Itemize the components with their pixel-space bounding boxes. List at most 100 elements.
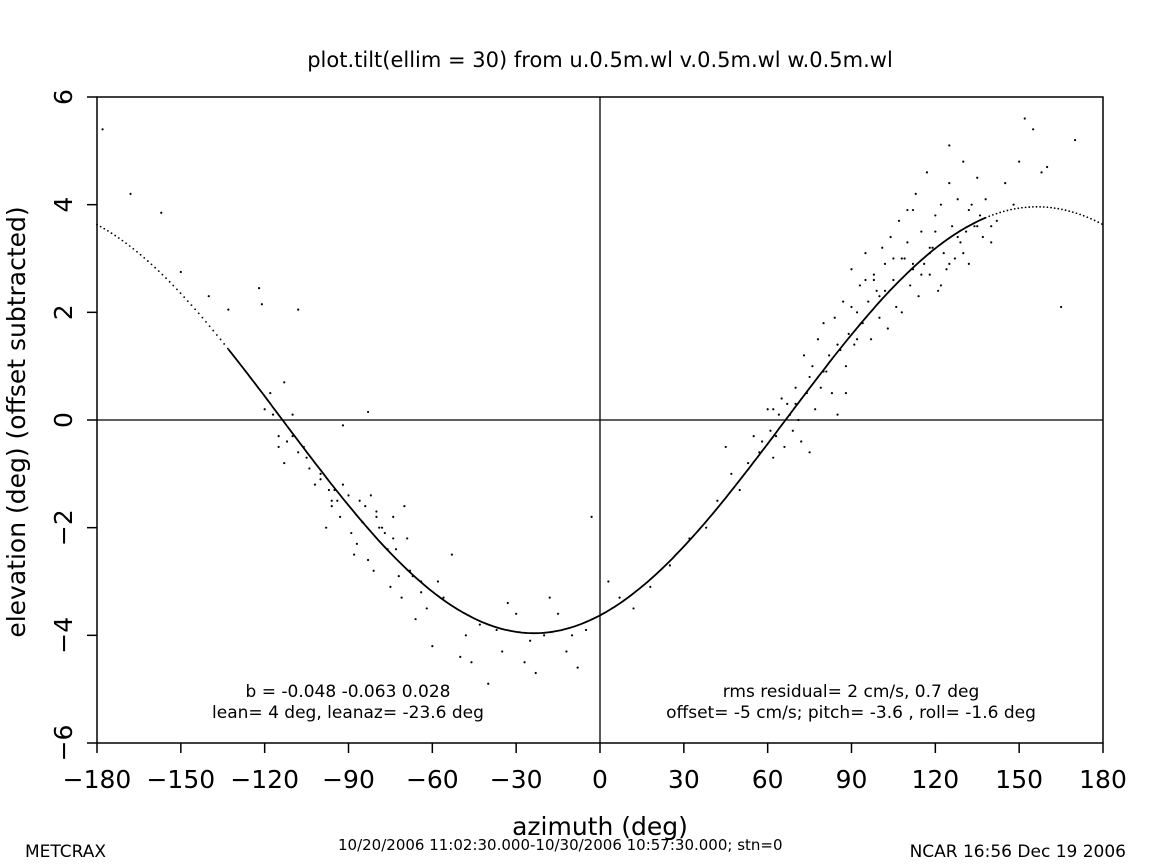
data-point xyxy=(956,235,959,239)
data-point xyxy=(752,435,755,438)
data-point xyxy=(844,391,848,395)
data-point xyxy=(688,537,691,540)
fit-curve-dot xyxy=(110,232,113,235)
data-point xyxy=(948,262,951,265)
fit-curve-dot xyxy=(999,211,1002,214)
data-point xyxy=(911,268,915,271)
fit-curve-dot xyxy=(1097,221,1100,224)
data-point xyxy=(962,160,965,163)
data-point xyxy=(297,451,300,454)
data-point xyxy=(319,472,322,475)
data-point xyxy=(948,182,951,185)
data-point xyxy=(570,634,574,637)
fit-curve-dot xyxy=(172,284,175,287)
data-point xyxy=(325,526,328,529)
data-point xyxy=(855,311,859,314)
data-point xyxy=(584,628,588,632)
data-point xyxy=(366,558,370,562)
x-axis-label: azimuth (deg) xyxy=(512,812,688,841)
data-point xyxy=(459,655,462,658)
data-point xyxy=(730,472,733,475)
data-point xyxy=(277,445,280,449)
data-point xyxy=(973,225,976,228)
data-point xyxy=(380,526,384,529)
fit-curve-dot xyxy=(1024,206,1027,209)
fit-curve-dot xyxy=(132,247,135,250)
data-point xyxy=(967,208,970,212)
data-point xyxy=(179,270,182,274)
data-point xyxy=(406,537,409,540)
x-tick-label: 0 xyxy=(592,765,608,794)
data-point xyxy=(844,365,848,368)
fit-curve-dot xyxy=(186,300,189,302)
data-point xyxy=(850,305,853,309)
data-point xyxy=(392,537,395,540)
data-point xyxy=(822,322,825,325)
data-point xyxy=(780,397,783,400)
fit-curve-dot xyxy=(114,234,117,237)
fit-curve-dot xyxy=(1090,217,1092,220)
fit-curve-dot xyxy=(125,242,127,245)
data-point xyxy=(906,241,909,244)
data-point xyxy=(285,440,289,443)
data-point xyxy=(953,257,956,260)
data-point xyxy=(339,515,342,519)
fit-curve-solid xyxy=(227,216,986,635)
data-point xyxy=(808,375,811,379)
data-point xyxy=(903,257,906,260)
x-tick-label: 90 xyxy=(836,765,868,794)
data-point xyxy=(283,381,286,384)
data-point xyxy=(386,548,389,551)
fit-curve-dot xyxy=(201,316,204,319)
data-point xyxy=(816,338,820,341)
data-point xyxy=(956,198,959,201)
data-point xyxy=(786,402,789,405)
annotation-rms-residual: rms residual= 2 cm/s, 0.7 deg xyxy=(723,682,980,702)
fit-curve-dot xyxy=(1039,205,1042,208)
data-point xyxy=(867,300,870,303)
x-tick-label: −30 xyxy=(490,765,543,794)
data-point xyxy=(716,499,719,502)
x-tick-label: −60 xyxy=(406,765,459,794)
fit-curve-dot xyxy=(1061,208,1063,211)
data-point xyxy=(515,612,518,615)
data-point xyxy=(478,623,481,626)
data-point xyxy=(861,322,864,325)
fit-curve-dot xyxy=(139,253,142,256)
y-tick-label: −2 xyxy=(49,509,78,546)
data-point xyxy=(808,451,811,454)
data-point xyxy=(403,505,406,508)
data-point xyxy=(291,435,294,438)
data-point xyxy=(900,257,903,260)
data-point xyxy=(590,515,593,519)
data-point xyxy=(724,445,727,449)
data-point xyxy=(297,308,300,311)
data-point xyxy=(501,650,504,653)
data-point xyxy=(470,661,473,664)
data-point xyxy=(358,499,361,502)
data-point xyxy=(897,219,901,222)
data-point xyxy=(260,303,263,306)
fit-curve-dot xyxy=(96,223,98,226)
y-tick-label: 2 xyxy=(49,304,78,320)
fit-curve-dot xyxy=(1071,211,1074,214)
data-point xyxy=(397,575,400,578)
fit-curve-dot xyxy=(179,292,182,295)
fit-curve-dot xyxy=(157,270,160,273)
data-point xyxy=(886,327,889,330)
fit-curve-dot xyxy=(1050,206,1052,209)
data-point xyxy=(990,241,993,244)
fit-curve-dot xyxy=(190,304,193,307)
data-point xyxy=(794,386,797,389)
fit-curve-dot xyxy=(183,296,186,299)
data-point xyxy=(227,308,230,311)
data-point xyxy=(760,440,764,443)
data-point xyxy=(774,435,778,438)
data-point xyxy=(842,300,845,303)
data-point xyxy=(1023,117,1026,120)
data-point xyxy=(350,531,353,535)
fit-curve-dot xyxy=(197,312,200,315)
data-point xyxy=(487,682,490,685)
fit-curve-dot xyxy=(223,343,226,345)
